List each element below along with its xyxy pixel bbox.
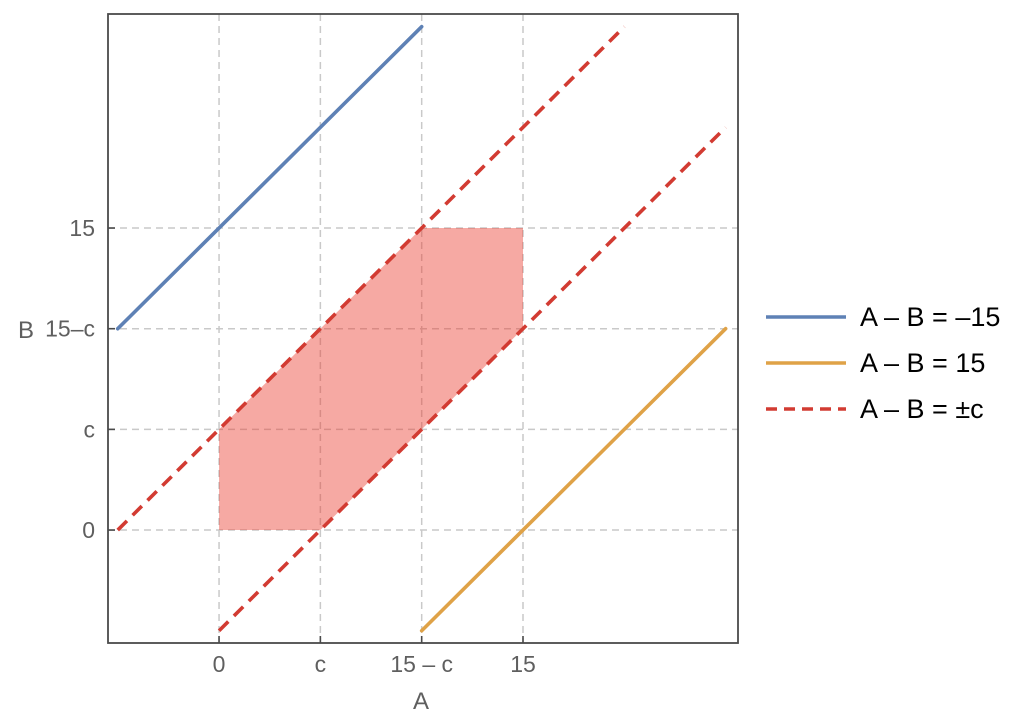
legend-label-0: A – B = –15 xyxy=(860,301,1001,332)
legend-line-swatch xyxy=(766,315,846,319)
legend: A – B = –15 A – B = 15 A – B = ±c xyxy=(766,294,1000,432)
legend-dashed-line-swatch xyxy=(766,407,846,411)
series-line-1 xyxy=(419,326,728,633)
x-tick-label-0: 0 xyxy=(213,651,226,677)
series-line-2 xyxy=(116,25,626,532)
y-axis-label: B xyxy=(17,317,35,344)
x-tick-label-3: 15 xyxy=(510,651,536,677)
y-tick-label-0: 0 xyxy=(82,517,95,543)
series-line-0 xyxy=(115,24,424,331)
x-tick-label-2: 15 – c xyxy=(390,651,453,677)
legend-label-2: A – B = ±c xyxy=(860,393,984,424)
y-tick-label-1: c xyxy=(84,416,96,442)
legend-item-1: A – B = 15 xyxy=(766,340,1000,386)
x-tick-label-1: c xyxy=(315,651,327,677)
shaded-region xyxy=(219,228,524,531)
legend-label-1: A – B = 15 xyxy=(860,347,986,378)
legend-item-2: A – B = ±c xyxy=(766,386,1000,432)
legend-item-0: A – B = –15 xyxy=(766,294,1000,340)
legend-line-swatch xyxy=(766,361,846,365)
y-tick-label-2: 15–c xyxy=(45,316,95,342)
series-line-3 xyxy=(217,126,727,632)
x-axis-label: A xyxy=(412,688,430,715)
y-tick-label-3: 15 xyxy=(69,215,95,241)
